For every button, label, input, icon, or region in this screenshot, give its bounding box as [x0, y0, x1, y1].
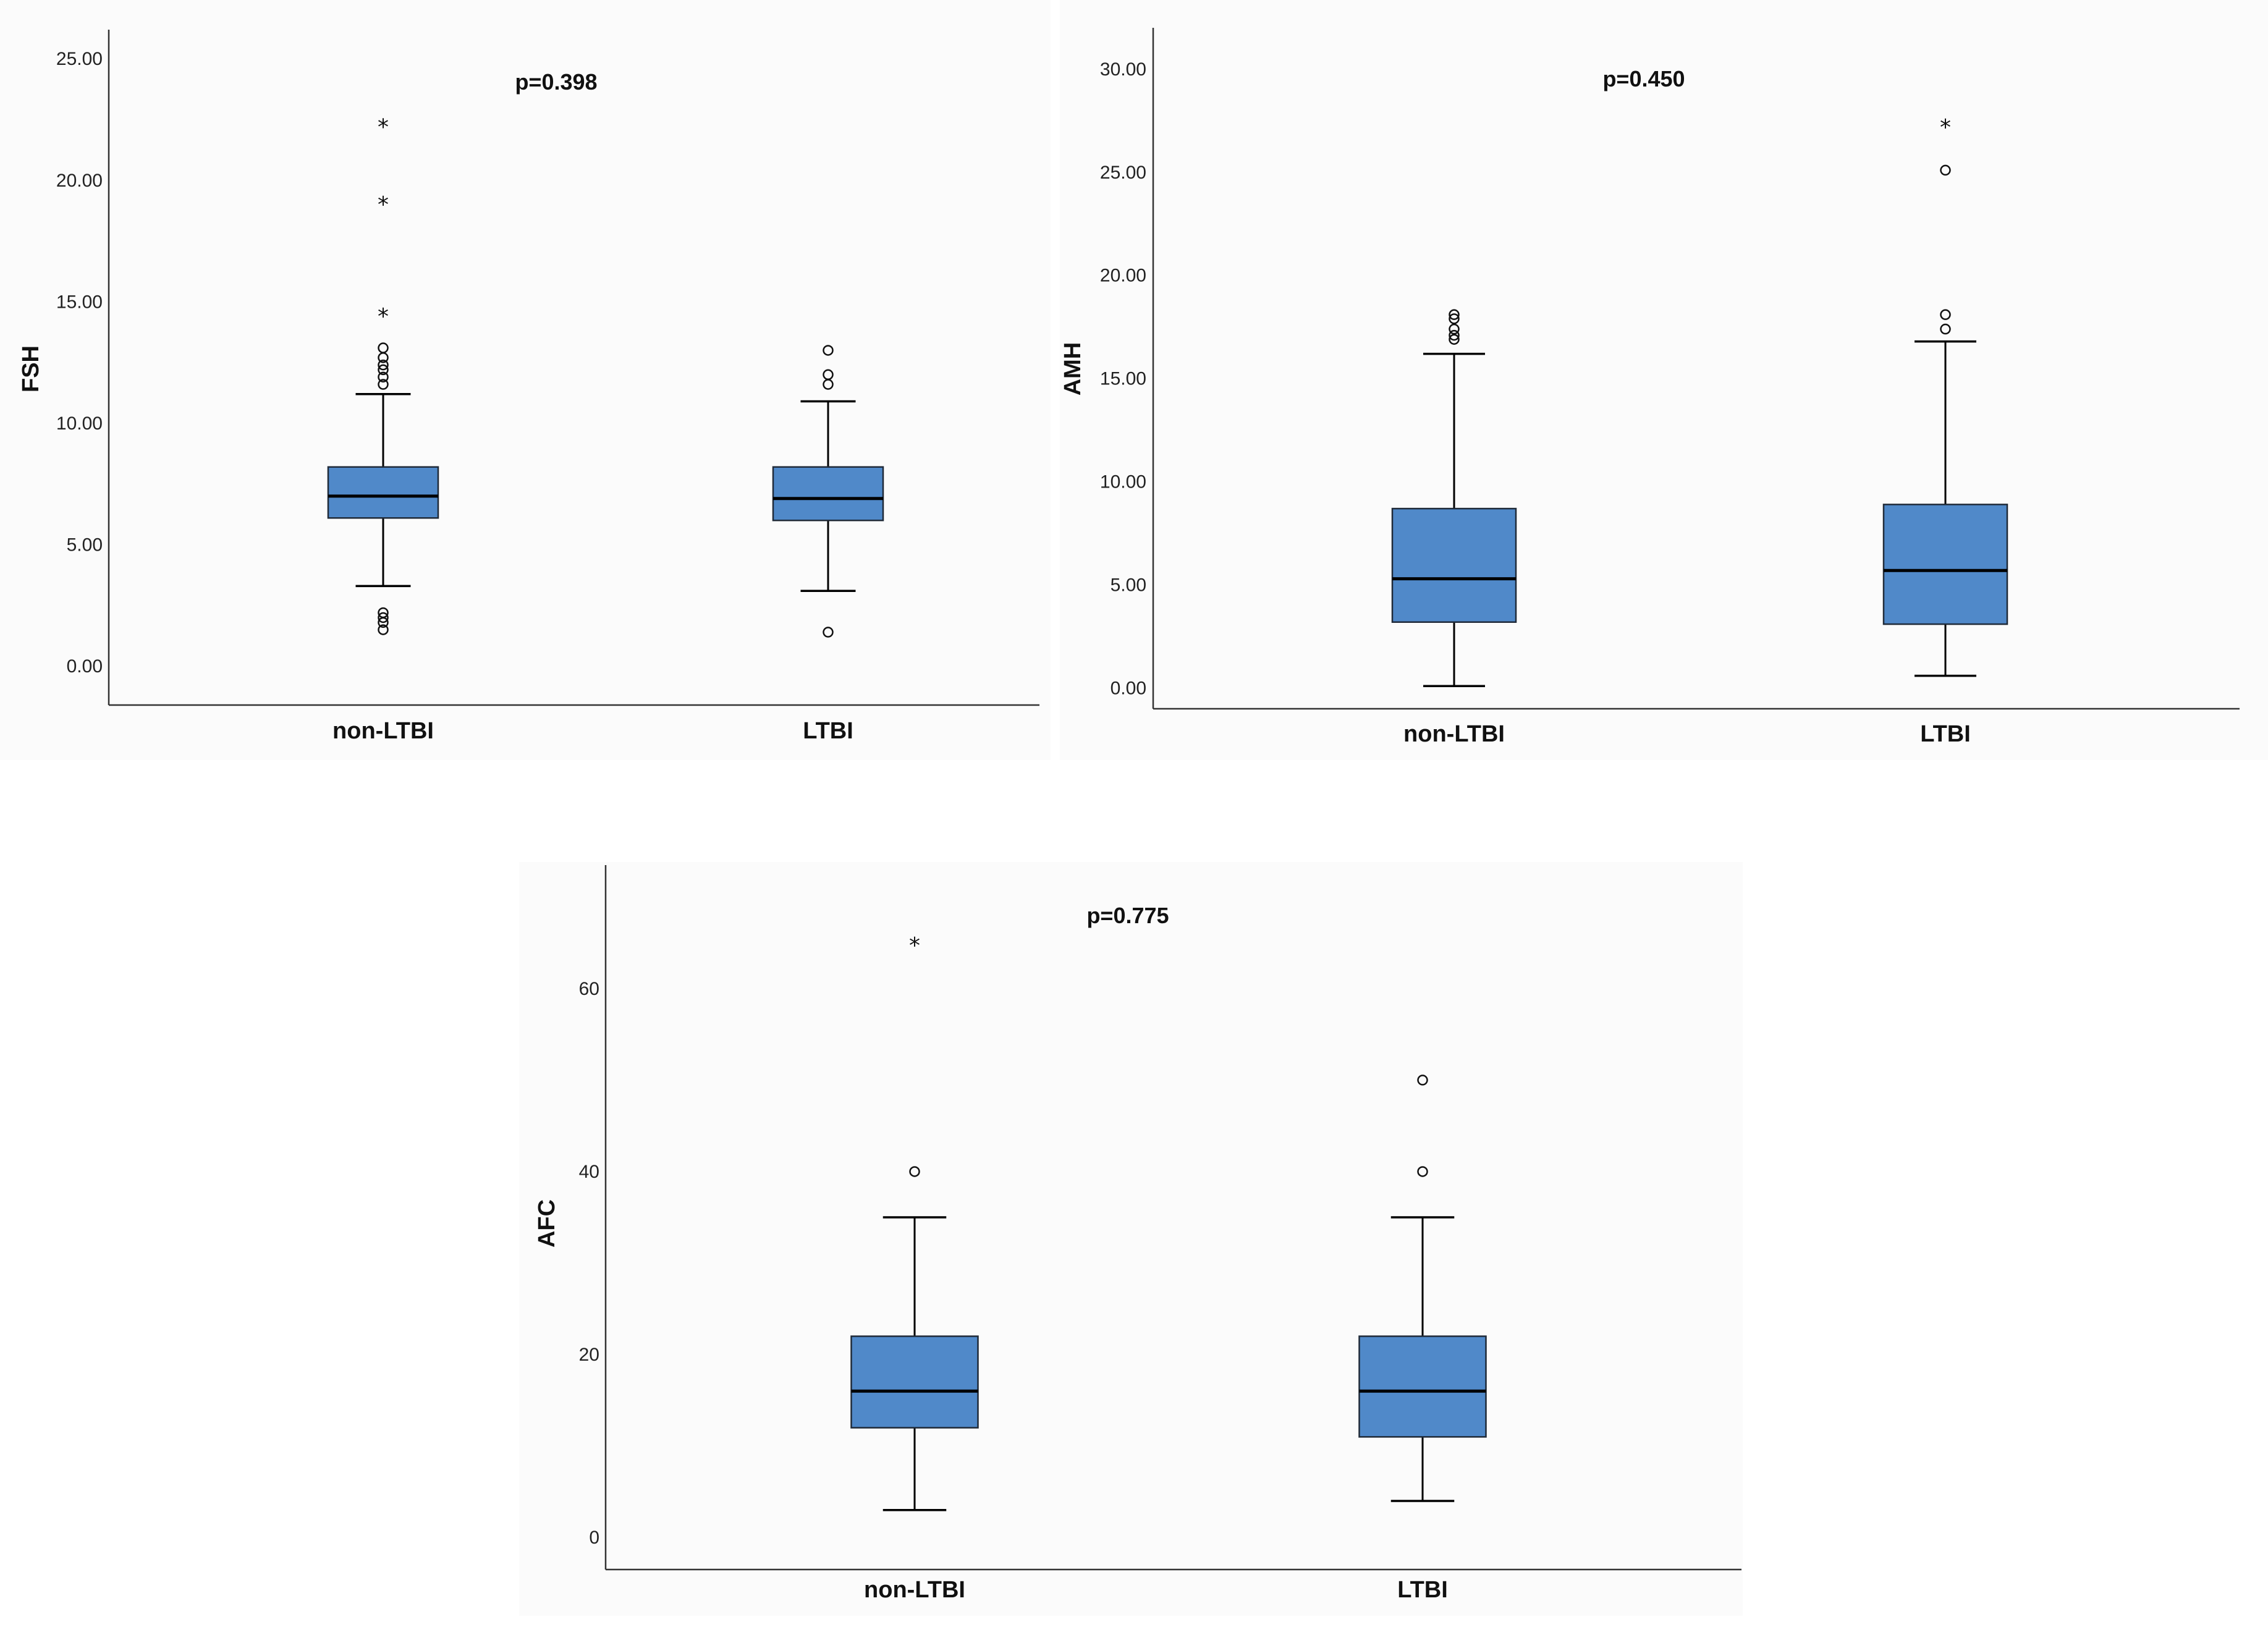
amh-y-tick-label: 25.00 [1100, 163, 1146, 183]
afc-category-label-non-ltbi: non-LTBI [864, 1577, 965, 1603]
amh-y-axis: 0.00 5.00 10.00 15.00 20.00 25.00 30.00 [1100, 28, 1154, 709]
afc-boxes: * [850, 933, 1487, 1511]
fsh-boxes: * * * [327, 114, 884, 638]
fsh-outlier-point [378, 371, 389, 382]
fsh-y-tick-label: 10.00 [56, 413, 103, 434]
fsh-outlier-point [378, 624, 389, 635]
fsh-category-label-non-ltbi: non-LTBI [332, 718, 434, 744]
fsh-outlier-point [378, 617, 389, 628]
afc-extreme-point: * [909, 933, 920, 958]
afc-y-axis-label: AFC [534, 1199, 560, 1248]
fsh-iqr-box [772, 466, 884, 522]
fsh-y-axis: 0.00 5.00 10.00 15.00 20.00 25.00 [56, 30, 110, 705]
amh-category-label-non-ltbi: non-LTBI [1403, 721, 1505, 747]
fsh-y-tick-label: 20.00 [56, 171, 103, 191]
afc-iqr-box [1358, 1335, 1487, 1438]
amh-box-group-non-ltbi [1391, 309, 1517, 688]
fsh-box-group-non-ltbi: * * * [327, 114, 439, 635]
amh-outlier-point [1940, 164, 1951, 176]
panel-bg-afc [519, 862, 1743, 1616]
afc-box-group-non-ltbi: * [850, 933, 979, 1511]
afc-iqr-box [850, 1335, 979, 1429]
amh-boxes: * [1391, 115, 2008, 688]
chart-afc: 0 20 40 60 * AFC p=0.775 non-LTBI LTBI [534, 865, 1741, 1603]
fsh-outlier-point [378, 364, 389, 376]
fsh-y-tick-label: 15.00 [56, 292, 103, 312]
amh-iqr-box [1882, 504, 2008, 625]
afc-y-tick-label: 40 [579, 1162, 599, 1182]
fsh-outlier-point [378, 352, 389, 363]
fsh-y-tick-label: 25.00 [56, 49, 103, 69]
amh-y-tick-label: 20.00 [1100, 266, 1146, 286]
fsh-extreme-point: * [378, 192, 389, 218]
fsh-outlier-point [378, 359, 389, 371]
fsh-extreme-point: * [378, 114, 389, 140]
fsh-y-axis-label: FSH [18, 345, 44, 392]
amh-y-tick-label: 15.00 [1100, 369, 1146, 389]
afc-y-tick-label: 0 [589, 1528, 599, 1548]
amh-outlier-point [1940, 323, 1951, 335]
amh-iqr-box [1391, 507, 1517, 623]
amh-y-axis-label: AMH [1060, 342, 1086, 396]
amh-y-tick-label: 30.00 [1100, 59, 1146, 80]
afc-outlier-point [1417, 1166, 1428, 1177]
afc-outlier-point [909, 1166, 920, 1177]
chart-fsh: 0.00 5.00 10.00 15.00 20.00 25.00 * * * FSH p=0… [18, 30, 1039, 744]
panel-bg-fsh [0, 0, 1051, 760]
amh-y-tick-label: 0.00 [1111, 678, 1146, 699]
afc-p-value: p=0.775 [1086, 903, 1169, 928]
panel-bg-amh [1060, 0, 2268, 760]
fsh-box-group-ltbi [772, 345, 884, 638]
fsh-outlier-point [823, 379, 834, 390]
amh-y-tick-label: 10.00 [1100, 472, 1146, 492]
fsh-category-label-ltbi: LTBI [803, 718, 853, 744]
amh-outlier-point [1449, 323, 1460, 335]
amh-extreme-point: * [1940, 115, 1951, 140]
afc-y-tick-label: 60 [579, 979, 599, 999]
amh-box-group-ltbi: * [1882, 115, 2008, 677]
amh-outlier-point [1940, 309, 1951, 320]
afc-y-axis: 0 20 40 60 [579, 865, 607, 1570]
fsh-outlier-point [823, 345, 834, 356]
fsh-y-tick-label: 5.00 [67, 535, 103, 556]
afc-box-group-ltbi [1358, 1075, 1487, 1502]
amh-y-tick-label: 5.00 [1111, 575, 1146, 596]
amh-category-label-ltbi: LTBI [1920, 721, 1971, 747]
fsh-outlier-point [823, 627, 834, 638]
afc-category-label-ltbi: LTBI [1397, 1577, 1448, 1603]
afc-outlier-point [1417, 1075, 1428, 1086]
amh-outlier-point [1449, 309, 1460, 320]
fsh-iqr-box [327, 466, 439, 519]
amh-outlier-point [1449, 329, 1460, 341]
afc-y-tick-label: 20 [579, 1345, 599, 1365]
fsh-p-value: p=0.398 [515, 69, 597, 95]
amh-outlier-point [1449, 334, 1460, 345]
fsh-extreme-point: * [378, 304, 389, 329]
fsh-outlier-point [378, 612, 389, 623]
amh-outlier-point [1449, 313, 1460, 324]
fsh-y-tick-label: 0.00 [67, 656, 103, 677]
fsh-outlier-point [378, 379, 389, 390]
amh-p-value: p=0.450 [1602, 66, 1685, 91]
